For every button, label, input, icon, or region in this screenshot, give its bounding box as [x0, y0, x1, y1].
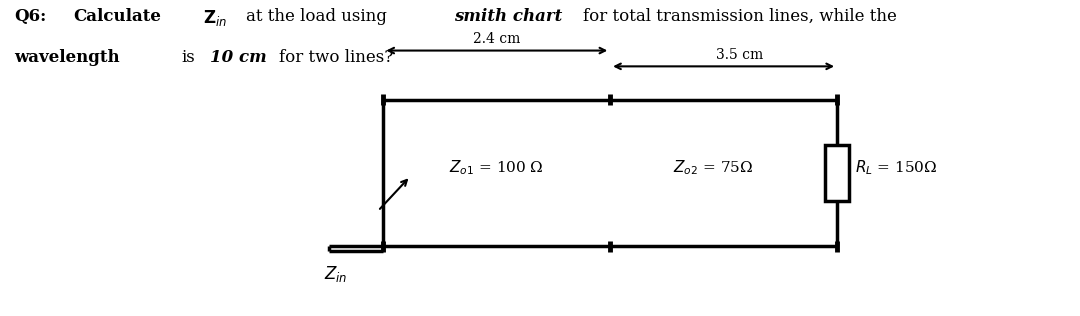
- Text: $Z_{o2}$ = 75Ω: $Z_{o2}$ = 75Ω: [673, 158, 753, 177]
- Text: 2.4 cm: 2.4 cm: [473, 32, 521, 46]
- Text: 10 cm: 10 cm: [210, 49, 267, 66]
- Text: smith chart: smith chart: [454, 8, 562, 25]
- Text: at the load using: at the load using: [246, 8, 387, 25]
- Text: for total transmission lines, while the: for total transmission lines, while the: [583, 8, 897, 25]
- Text: wavelength: wavelength: [14, 49, 120, 66]
- Text: Q6:: Q6:: [14, 8, 46, 25]
- Text: $\mathbf{Z}_{in}$: $\mathbf{Z}_{in}$: [203, 8, 227, 28]
- Text: Calculate: Calculate: [73, 8, 161, 25]
- Text: 3.5 cm: 3.5 cm: [716, 48, 764, 62]
- Text: $R_L$ = 150Ω: $R_L$ = 150Ω: [855, 158, 937, 177]
- Text: for two lines?: for two lines?: [279, 49, 393, 66]
- Text: $Z_{in}$: $Z_{in}$: [324, 264, 348, 284]
- Bar: [825, 145, 849, 201]
- Text: $Z_{o1}$ = 100 Ω: $Z_{o1}$ = 100 Ω: [449, 158, 544, 177]
- Text: is: is: [181, 49, 195, 66]
